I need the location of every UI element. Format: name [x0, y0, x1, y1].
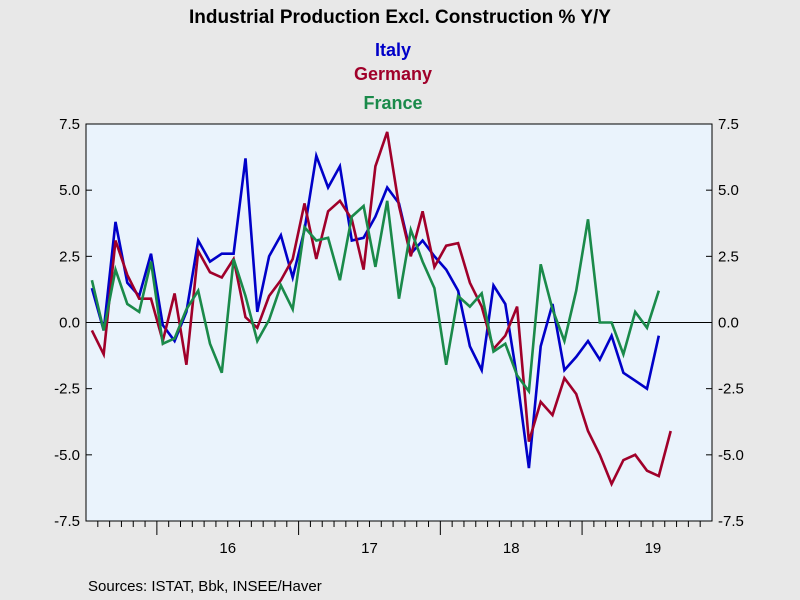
y-tick-label-left: 5.0 — [59, 182, 80, 199]
y-tick-label-left: -2.5 — [54, 381, 80, 398]
y-tick-label-right: 2.5 — [718, 248, 739, 265]
y-tick-label-left: 0.0 — [59, 315, 80, 332]
y-tick-label-right: -7.5 — [718, 513, 744, 530]
series-line-france — [90, 200, 661, 395]
chart-title: Industrial Production Excl. Construction… — [189, 7, 611, 28]
legend-italy: Italy — [375, 40, 411, 60]
series-line-germany — [90, 131, 672, 488]
y-tick-label-right: 7.5 — [718, 116, 739, 133]
y-tick-label-right: -2.5 — [718, 381, 744, 398]
legend-france: France — [363, 93, 422, 113]
x-tick-label: 18 — [503, 540, 520, 557]
y-tick-label-left: 2.5 — [59, 248, 80, 265]
y-tick-label-right: 5.0 — [718, 182, 739, 199]
legend-germany: Germany — [354, 64, 432, 84]
y-tick-label-left: 7.5 — [59, 116, 80, 133]
source-note: Sources: ISTAT, Bbk, INSEE/Haver — [88, 578, 322, 595]
x-tick-label: 19 — [645, 540, 662, 557]
y-tick-label-left: -5.0 — [54, 447, 80, 464]
y-tick-label-right: -5.0 — [718, 447, 744, 464]
y-tick-label-right: 0.0 — [718, 315, 739, 332]
x-tick-label: 17 — [361, 540, 378, 557]
y-tick-label-left: -7.5 — [54, 513, 80, 530]
plot-frame — [85, 123, 713, 522]
x-tick-label: 16 — [219, 540, 236, 557]
